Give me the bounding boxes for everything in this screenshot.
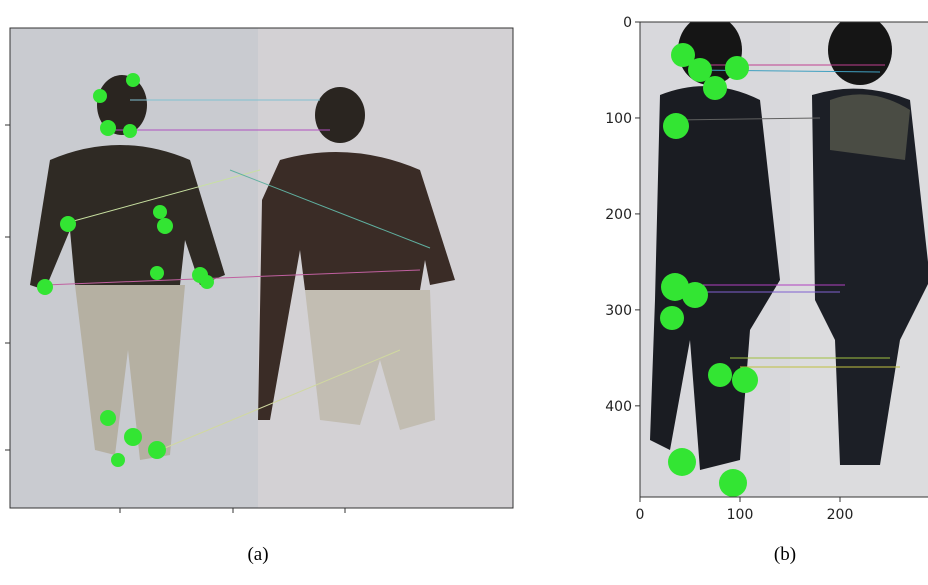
y-tick-label: 300	[605, 303, 632, 319]
y-tick-label: 100	[605, 111, 632, 127]
caption: (b)	[774, 544, 796, 565]
panel-a-image	[5, 28, 513, 513]
caption: (a)	[247, 544, 268, 565]
x-tick-label: 0	[636, 507, 645, 523]
y-tick-label: 200	[605, 207, 632, 223]
panel-b-image	[640, 15, 928, 497]
figure: (a) (b) 0 100 200 300 400 0 100 200	[0, 0, 928, 581]
y-tick-label: 400	[605, 399, 632, 415]
x-tick-label: 100	[727, 507, 754, 523]
x-tick-label: 200	[827, 507, 854, 523]
y-tick-label: 0	[623, 15, 632, 31]
page: {"panels": [ {"caption": "(a)"}, {"capti…	[0, 0, 928, 581]
